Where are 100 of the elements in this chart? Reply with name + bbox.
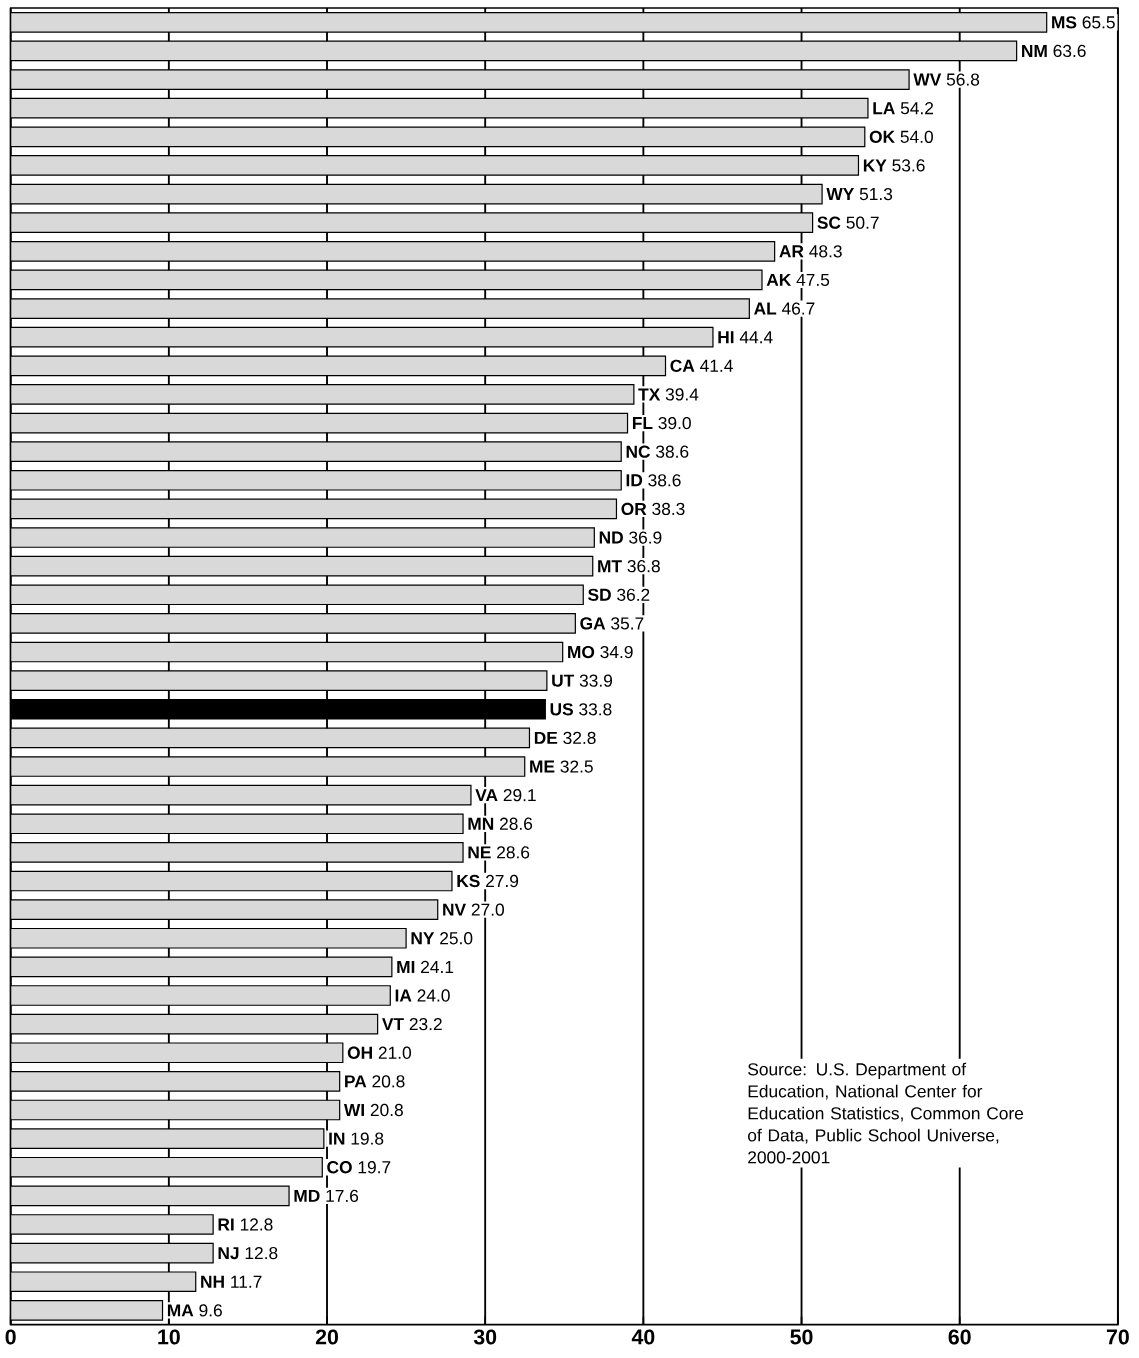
data-label: 28.6 (496, 846, 530, 859)
data-label: 38.3 (652, 502, 685, 516)
y-tick-label: NH (201, 1275, 224, 1288)
y-tick-label: DE (534, 731, 558, 744)
y-tick-label: IA (395, 989, 412, 1002)
data-label: 33.8 (579, 703, 612, 716)
data-label: 36.8 (627, 560, 660, 573)
data-label: 24.1 (420, 960, 454, 973)
y-tick-label: NY (411, 932, 435, 945)
y-tick-label: WI (343, 1104, 364, 1116)
data-label: 44.4 (739, 331, 773, 344)
data-label: 19.8 (351, 1132, 384, 1145)
data-label: 36.9 (629, 531, 662, 544)
data-label: 24.0 (417, 989, 450, 1002)
y-tick-label: TX (638, 388, 661, 401)
y-tick-label: SD (587, 588, 611, 601)
annotation: Source: U.S. Department of Education, National Center for Education Statistics, Common Core of Data, Public School Universe, 2000-2001 (747, 1062, 1023, 1164)
x-tick-label: 10 (158, 1329, 180, 1345)
data-label: 27.0 (471, 903, 504, 916)
x-tick-label: 40 (631, 1329, 655, 1345)
y-tick-label: AL (753, 302, 777, 315)
data-label: 47.5 (796, 273, 830, 286)
y-tick-label: RI (218, 1218, 234, 1231)
data-label: 9.6 (199, 1304, 222, 1317)
data-label: 33.9 (579, 674, 612, 687)
y-tick-label: ID (626, 474, 642, 487)
y-tick-label: OH (347, 1046, 372, 1059)
y-tick-label: OR (621, 502, 647, 516)
data-label: 23.2 (409, 1017, 442, 1031)
y-tick-label: MT (598, 560, 622, 573)
y-tick-label: MS (1052, 16, 1077, 29)
y-tick-label: MA (167, 1304, 194, 1317)
y-tick-label: VT (381, 1018, 404, 1031)
y-tick-label: PA (344, 1075, 367, 1088)
x-tick-label: 60 (948, 1329, 971, 1345)
y-tick-label: MN (468, 817, 494, 830)
data-label: 11.7 (231, 1275, 262, 1288)
y-tick-label: ME (530, 760, 555, 773)
data-label: 54.0 (900, 130, 933, 143)
y-tick-label: NJ (218, 1247, 239, 1260)
data-label: 50.7 (846, 216, 879, 229)
data-label: 38.6 (655, 445, 689, 458)
y-tick-label: WV (913, 73, 942, 86)
y-tick-label: NV (443, 903, 466, 916)
data-label: 46.7 (781, 302, 815, 315)
x-tick-label: 50 (790, 1329, 813, 1345)
data-label: 65.5 (1082, 16, 1115, 29)
data-label: 48.3 (809, 245, 842, 258)
y-tick-label: LA (873, 102, 895, 115)
data-label: 36.2 (616, 588, 650, 601)
data-label: 39.4 (665, 388, 699, 401)
y-tick-label: NM (1021, 44, 1047, 57)
y-tick-label: MO (568, 645, 595, 659)
y-tick-label: OK (869, 130, 895, 143)
data-label: 35.7 (611, 617, 644, 630)
y-tick-label: MI (397, 961, 415, 973)
data-label: 12.8 (245, 1246, 278, 1260)
y-tick-label: AK (766, 273, 792, 286)
data-label: 20.8 (372, 1075, 405, 1088)
y-tick-label: ND (599, 531, 623, 544)
data-label: 28.6 (499, 817, 532, 830)
data-label: 25.0 (440, 932, 473, 945)
data-label: 21.0 (378, 1046, 411, 1059)
data-label: 20.8 (370, 1103, 403, 1117)
y-tick-label: US (550, 703, 573, 716)
y-tick-label: UT (552, 674, 574, 687)
y-tick-label: KY (863, 159, 887, 172)
data-label: 54.2 (900, 102, 933, 115)
x-tick-label: 30 (473, 1329, 497, 1345)
data-label: 51.3 (859, 187, 892, 201)
data-label: 12.8 (240, 1218, 273, 1231)
data-label: 19.7 (358, 1161, 391, 1174)
y-tick-label: SC (817, 216, 841, 229)
data-label: 32.5 (560, 760, 593, 773)
data-label: 39.0 (658, 416, 691, 430)
y-tick-label: AR (779, 245, 804, 258)
data-label: 63.6 (1053, 44, 1086, 58)
data-label: 56.8 (946, 73, 979, 86)
y-tick-label: NC (626, 445, 650, 458)
y-tick-label: HI (718, 331, 734, 344)
y-tick-label: WY (826, 188, 854, 201)
y-tick-label: CA (670, 359, 695, 372)
data-label: 41.4 (699, 359, 733, 372)
y-tick-label: KS (457, 874, 480, 888)
y-tick-label: NE (468, 846, 491, 859)
x-tick-label: 70 (1106, 1329, 1129, 1345)
y-tick-label: GA (580, 617, 606, 630)
data-label: 32.8 (563, 731, 596, 745)
data-label: 27.9 (485, 874, 518, 888)
y-tick-label: CO (327, 1161, 352, 1174)
data-label: 53.6 (892, 159, 925, 172)
x-tick-label: 20 (315, 1329, 338, 1345)
y-tick-label: IN (329, 1132, 345, 1145)
y-tick-label: MD (294, 1189, 320, 1202)
data-label: 17.6 (326, 1189, 358, 1202)
data-label: 34.9 (600, 645, 633, 659)
y-tick-label: VA (475, 789, 498, 802)
x-tick-label: 0 (5, 1329, 16, 1345)
data-label: 29.1 (503, 789, 536, 802)
y-tick-label: FL (632, 417, 653, 430)
